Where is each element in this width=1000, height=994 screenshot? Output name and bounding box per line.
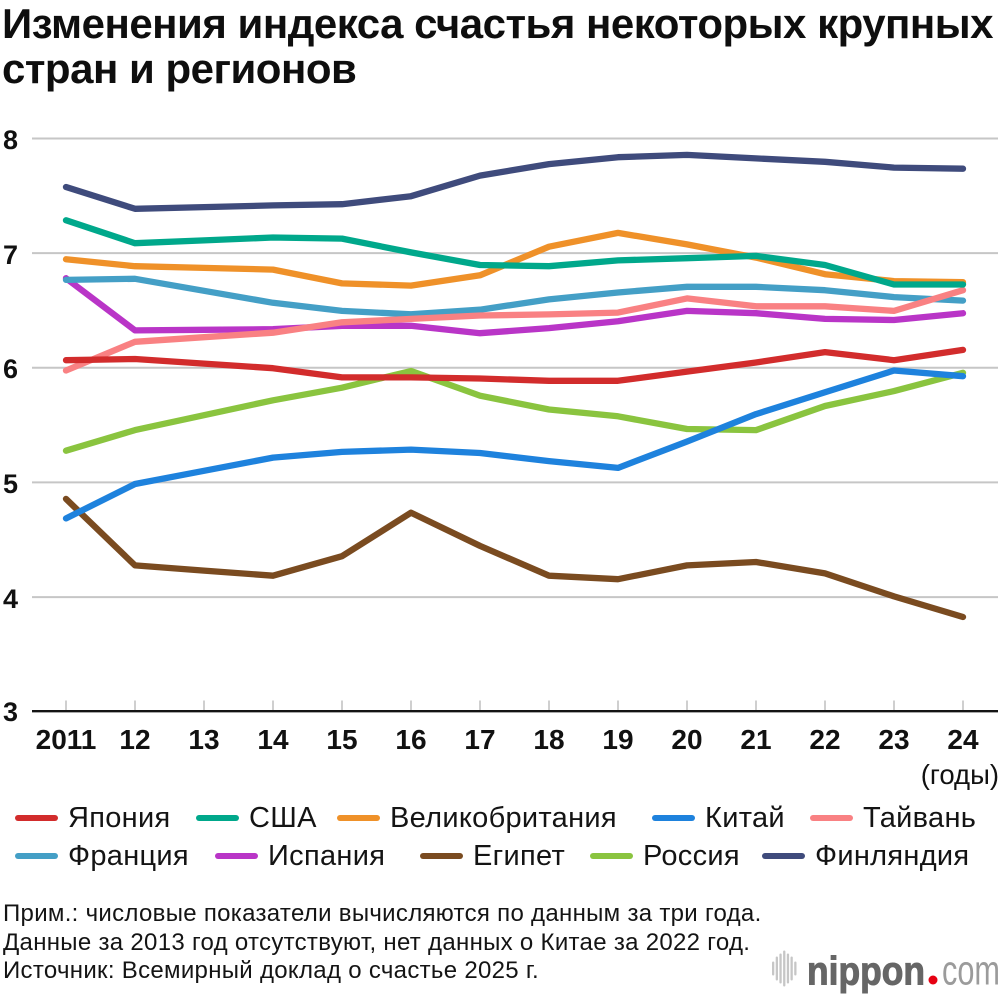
svg-text:nippon: nippon — [807, 950, 925, 994]
svg-text:com: com — [942, 947, 1000, 994]
